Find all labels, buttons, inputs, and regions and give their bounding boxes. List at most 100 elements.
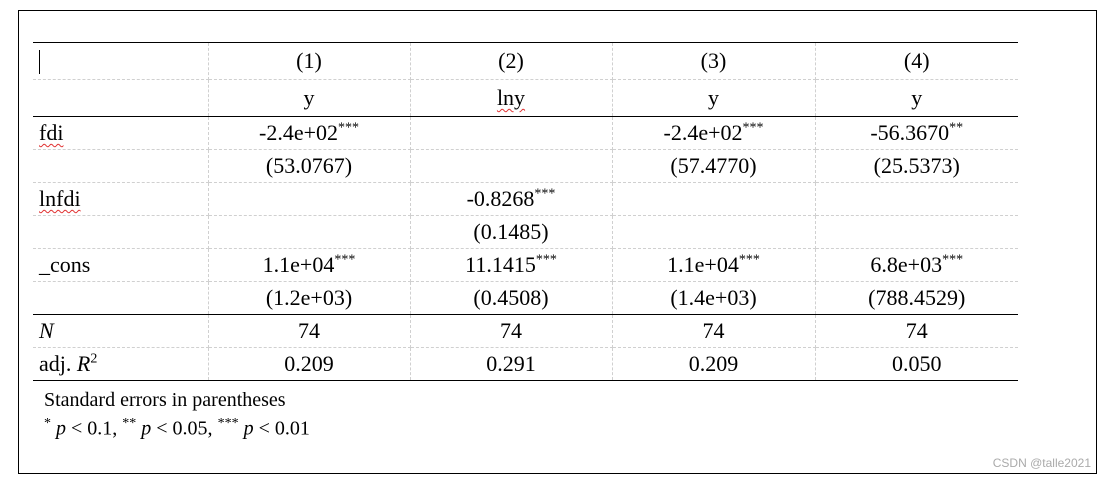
stat-value: 74 (409, 314, 613, 348)
frame (18, 10, 1097, 474)
cell: y (611, 79, 816, 117)
cell: y (814, 79, 1018, 117)
stars: *** (338, 120, 359, 136)
cell (207, 215, 411, 249)
cell (611, 182, 816, 216)
stat-var: N (39, 318, 54, 343)
coefficient: 1.1e+04 (667, 252, 739, 277)
stars: *** (738, 252, 760, 268)
column-number: (2) (409, 42, 613, 80)
significance-note: * p < 0.1, ** p < 0.05, *** p < 0.01 (44, 412, 310, 441)
cell: -0.8268*** (409, 182, 613, 216)
coefficient: -2.4e+02 (663, 120, 743, 145)
table-row: _cons 1.1e+04*** 11.1415*** 1.1e+04*** 6.8e+… (33, 248, 1018, 282)
cell: (0.1485) (409, 215, 613, 249)
cell (814, 215, 1018, 249)
stars: *** (534, 186, 556, 202)
row-label-cell (33, 215, 209, 249)
coefficient: (57.4770) (670, 153, 757, 178)
row-label-cell (33, 281, 209, 315)
cell: lny (409, 79, 613, 117)
threshold: < 0.01 (253, 417, 310, 440)
row-label-cell (33, 149, 209, 183)
table-row: fdi -2.4e+02*** -2.4e+02*** -56.3670** (33, 116, 1018, 150)
stars: ** (122, 416, 137, 431)
cell: -56.3670** (814, 116, 1018, 150)
stat-value: 0.291 (409, 347, 613, 381)
coefficient: -56.3670 (870, 120, 950, 145)
row-label-cell: lnfdi (33, 182, 209, 216)
header-row: (1) (2) (3) (4) (33, 42, 1018, 80)
coefficient: (0.4508) (473, 285, 549, 310)
table-row: (0.1485) (33, 215, 1018, 249)
cell: (788.4529) (814, 281, 1018, 315)
cell (33, 42, 209, 80)
cell (33, 79, 209, 117)
row-label-cell: fdi (33, 116, 209, 150)
regression-table: (1) (2) (3) (4) y lny y y fdi -2.4e+02*** -2.4e+02… (33, 42, 1018, 381)
cell (814, 182, 1018, 216)
stat-value: 0.050 (814, 347, 1018, 381)
stars: *** (942, 252, 964, 268)
row-label-cell: _cons (33, 248, 209, 282)
threshold: < 0.05, (151, 417, 218, 440)
cell (409, 116, 613, 150)
stat-value: 74 (207, 314, 411, 348)
table-row: (1.2e+03) (0.4508) (1.4e+03) (788.4529) (33, 281, 1018, 315)
column-number: (1) (207, 42, 411, 80)
stars: *** (535, 252, 557, 268)
p-var: p (56, 417, 66, 440)
coefficient: -0.8268 (466, 186, 535, 211)
cell: 6.8e+03*** (814, 248, 1018, 282)
coefficient: -2.4e+02 (259, 120, 338, 145)
stars: * (44, 416, 51, 431)
depvar: y (911, 85, 923, 110)
stars: *** (334, 252, 356, 268)
coefficient: (1.4e+03) (670, 285, 757, 310)
cell: -2.4e+02*** (207, 116, 411, 150)
depvar: lny (496, 85, 526, 110)
stat-value: 74 (814, 314, 1018, 348)
coefficient: 11.1415 (465, 252, 536, 277)
stat-sup: 2 (90, 351, 98, 367)
notes: Standard errors in parentheses * p < 0.1… (44, 388, 310, 441)
stat-label-cell: adj. R2 (33, 347, 209, 381)
header-row: y lny y y (33, 79, 1018, 117)
column-number: (4) (814, 42, 1018, 80)
stat-value: 74 (611, 314, 816, 348)
row-label: fdi (39, 120, 64, 145)
cell (611, 215, 816, 249)
coefficient: (0.1485) (473, 219, 549, 244)
stars: *** (217, 416, 239, 431)
p-var: p (141, 417, 152, 440)
cell: (25.5373) (814, 149, 1018, 183)
coefficient: (25.5373) (873, 153, 960, 178)
row-label: _cons (39, 252, 91, 277)
watermark: CSDN @talle2021 (992, 456, 1091, 470)
cell: (0.4508) (409, 281, 613, 315)
coefficient: 6.8e+03 (870, 252, 943, 277)
cell (207, 182, 411, 216)
cell (409, 149, 613, 183)
stat-row: adj. R2 0.209 0.291 0.209 0.050 (33, 347, 1018, 381)
stat-var: R (76, 351, 91, 376)
stat-row: N 74 74 74 74 (33, 314, 1018, 348)
stat-label-cell: N (33, 314, 209, 348)
cursor (39, 50, 40, 75)
stat-value: 0.209 (207, 347, 411, 381)
cell: 1.1e+04*** (611, 248, 816, 282)
p-var: p (243, 417, 254, 440)
cell: 11.1415*** (409, 248, 613, 282)
depvar: y (708, 85, 719, 110)
cell: (1.2e+03) (207, 281, 411, 315)
row-label: lnfdi (39, 186, 81, 211)
coefficient: 1.1e+04 (262, 252, 335, 277)
cell: (53.0767) (207, 149, 411, 183)
cell: 1.1e+04*** (207, 248, 411, 282)
coefficient: (53.0767) (265, 153, 353, 178)
depvar: y (303, 85, 315, 110)
table-row: (53.0767) (57.4770) (25.5373) (33, 149, 1018, 183)
coefficient: (1.2e+03) (265, 285, 353, 310)
table-row: lnfdi -0.8268*** (33, 182, 1018, 216)
cell: y (207, 79, 411, 117)
